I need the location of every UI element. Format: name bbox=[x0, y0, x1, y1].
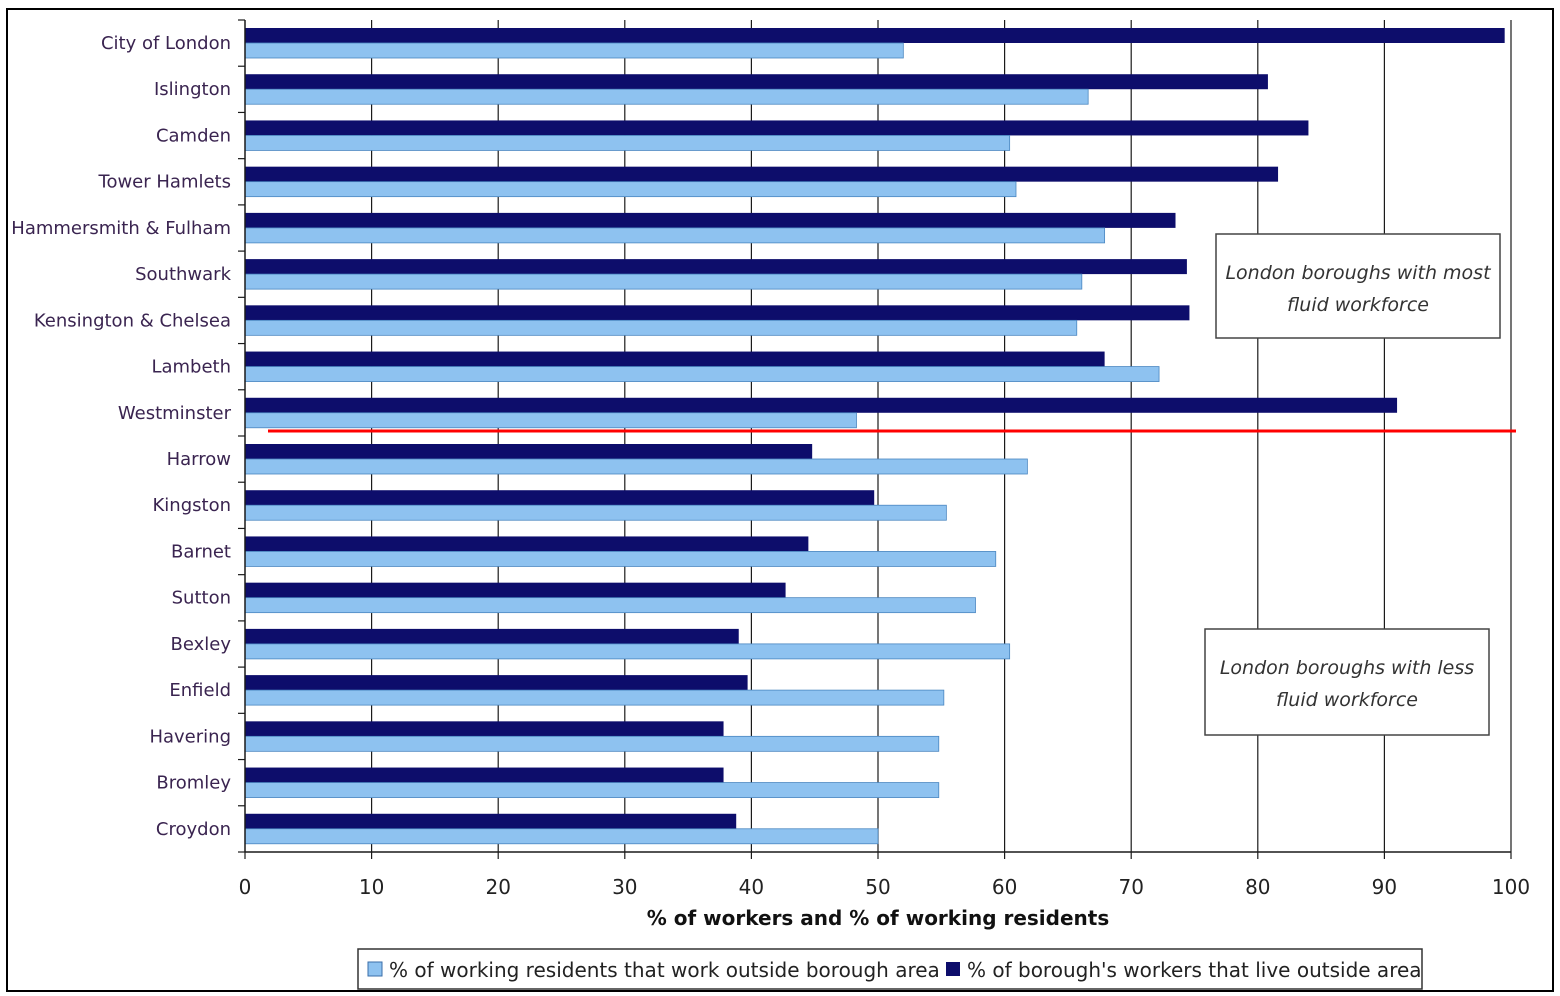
category-label: Havering bbox=[149, 726, 231, 747]
bar-residents-outside bbox=[244, 412, 857, 429]
category-label: Sutton bbox=[172, 588, 231, 609]
category-label: Barnet bbox=[171, 541, 231, 562]
category-labels: City of London Islington Camden Tower Hamle… bbox=[11, 33, 231, 840]
category-label: Westminster bbox=[118, 403, 232, 424]
category-label: Bromley bbox=[156, 773, 231, 794]
bar-workers-outside bbox=[245, 628, 739, 644]
bar-residents-outside bbox=[244, 551, 997, 567]
category-label: Bexley bbox=[171, 634, 232, 655]
bar-workers-outside bbox=[245, 166, 1279, 182]
bar-residents-outside bbox=[244, 782, 940, 798]
x-tick-label: 40 bbox=[739, 875, 764, 899]
legend-swatch-residents bbox=[367, 961, 383, 977]
annotation-most-line1: London boroughs with most bbox=[1225, 262, 1492, 284]
bar-workers-outside bbox=[245, 74, 1268, 90]
x-tick-label: 60 bbox=[992, 875, 1017, 899]
bar-residents-outside bbox=[244, 643, 1011, 660]
legend: % of working residents that work outside… bbox=[357, 948, 1423, 990]
x-tick-labels: 0 10 20 30 40 50 60 70 80 90 100 bbox=[239, 875, 1530, 899]
category-label: Enfield bbox=[169, 680, 231, 701]
category-label: City of London bbox=[101, 33, 231, 54]
annotation-most-fluid: London boroughs with most fluid workforc… bbox=[1215, 233, 1501, 339]
x-axis-title: % of workers and % of working residents bbox=[647, 906, 1110, 930]
category-label: Camden bbox=[156, 125, 231, 146]
bar-workers-outside bbox=[245, 259, 1187, 275]
bar-residents-outside bbox=[244, 273, 1083, 290]
bar-workers-outside bbox=[245, 120, 1309, 136]
bar-residents-outside bbox=[244, 597, 976, 614]
bar-residents-outside bbox=[244, 689, 945, 706]
bar-residents-outside bbox=[244, 828, 879, 845]
x-tick-label: 10 bbox=[359, 875, 384, 899]
bar-residents-outside bbox=[244, 227, 1106, 244]
category-label: Lambeth bbox=[151, 357, 231, 378]
bar-residents-outside bbox=[244, 42, 904, 59]
legend-label-workers: % of borough's workers that live outside… bbox=[967, 958, 1422, 982]
category-label: Islington bbox=[154, 79, 231, 100]
x-tick-label: 70 bbox=[1118, 875, 1143, 899]
legend-swatch-workers bbox=[946, 962, 960, 976]
x-tick-label: 30 bbox=[612, 875, 637, 899]
bar-residents-outside bbox=[244, 366, 1160, 382]
category-label: Hammersmith & Fulham bbox=[11, 218, 231, 239]
x-tick-label: 50 bbox=[865, 875, 890, 899]
x-tick-label: 100 bbox=[1492, 875, 1530, 899]
x-tick-label: 90 bbox=[1372, 875, 1397, 899]
annotation-less-line2: fluid workforce bbox=[1276, 689, 1418, 711]
category-label: Kingston bbox=[153, 495, 232, 516]
x-tick-label: 20 bbox=[485, 875, 510, 899]
bar-residents-outside bbox=[244, 135, 1011, 151]
bar-workers-outside bbox=[245, 305, 1190, 321]
category-label: Harrow bbox=[167, 449, 231, 470]
bar-workers-outside bbox=[245, 490, 875, 506]
x-tick-label: 0 bbox=[239, 875, 252, 899]
axes bbox=[238, 19, 1512, 859]
bar-workers-outside bbox=[245, 582, 786, 598]
bar-workers-outside bbox=[245, 767, 724, 783]
bar-workers-outside bbox=[245, 212, 1176, 228]
annotation-less-line1: London boroughs with less bbox=[1220, 657, 1474, 679]
bar-residents-outside bbox=[244, 319, 1078, 336]
bar-residents-outside bbox=[244, 458, 1028, 475]
bar-workers-outside bbox=[245, 351, 1105, 367]
bar-workers-outside bbox=[245, 28, 1505, 43]
bar-residents-outside bbox=[244, 504, 947, 521]
bar-workers-outside bbox=[245, 444, 813, 459]
annotation-less-fluid: London boroughs with less fluid workforc… bbox=[1204, 628, 1490, 736]
bar-residents-outside bbox=[244, 735, 940, 752]
annotation-most-line2: fluid workforce bbox=[1287, 294, 1429, 316]
bar-workers-outside bbox=[245, 397, 1398, 413]
legend-box bbox=[357, 948, 1423, 990]
bar-residents-outside bbox=[244, 181, 1017, 198]
bar-chart: City of London Islington Camden Tower Hamle… bbox=[11, 19, 1530, 990]
gridlines bbox=[371, 20, 1512, 852]
bar-workers-outside bbox=[245, 813, 737, 829]
bar-workers-outside bbox=[245, 536, 809, 552]
chart-frame: City of London Islington Camden Tower Hamle… bbox=[6, 8, 1554, 992]
bar-workers-outside bbox=[245, 721, 724, 737]
bar-workers-outside bbox=[245, 675, 748, 691]
category-label: Kensington & Chelsea bbox=[34, 310, 231, 331]
category-label: Tower Hamlets bbox=[98, 172, 231, 193]
bar-residents-outside bbox=[244, 88, 1089, 105]
category-label: Southwark bbox=[135, 264, 231, 285]
legend-label-residents: % of working residents that work outside… bbox=[389, 958, 940, 982]
category-label: Croydon bbox=[156, 819, 231, 840]
x-tick-label: 80 bbox=[1245, 875, 1270, 899]
